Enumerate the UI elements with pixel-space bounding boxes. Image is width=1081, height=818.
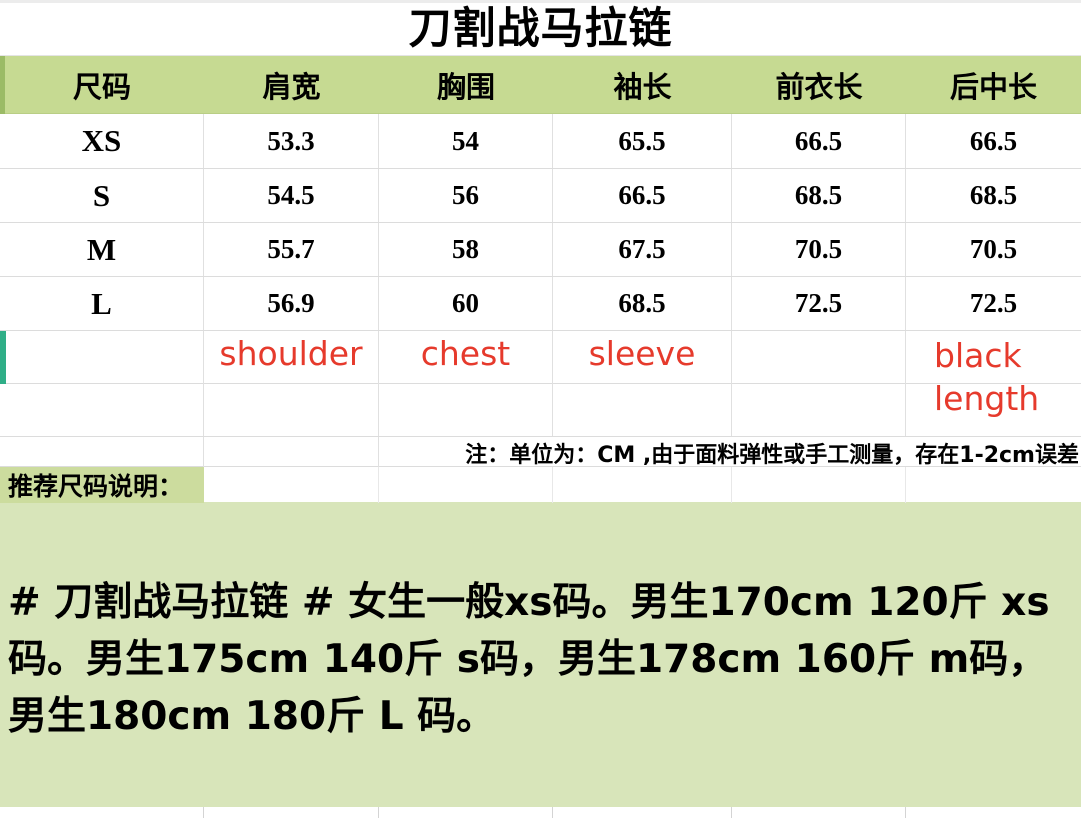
col-header-back-length: 后中长 bbox=[949, 69, 1037, 104]
annotation-chest: chest bbox=[379, 331, 553, 420]
value-cell: 67.5 bbox=[553, 223, 732, 276]
recommend-description-block: # 刀割战马拉链 # 女生一般xs码。男生170cm 120斤 xs码。男生17… bbox=[0, 502, 1081, 807]
note-row: 注：单位为：CM ,由于面料弹性或手工测量，存在1-2cm误差 bbox=[0, 437, 1081, 469]
value-cell: 68.5 bbox=[732, 169, 906, 222]
empty-row bbox=[0, 384, 1081, 437]
value-cell: 70.5 bbox=[969, 234, 1018, 264]
value-cell: 72.5 bbox=[732, 277, 906, 330]
table-row-l: L 56.9 60 68.5 72.5 72.5 bbox=[0, 277, 1081, 331]
col-header-sleeve: 袖长 bbox=[613, 69, 672, 104]
annotation-shoulder: shoulder bbox=[204, 331, 379, 420]
size-label: S bbox=[0, 169, 204, 222]
value-cell: 66.5 bbox=[732, 114, 906, 168]
table-row-s: S 54.5 56 66.5 68.5 68.5 bbox=[0, 169, 1081, 223]
annotation-empty bbox=[732, 331, 906, 420]
value-cell: 54.5 bbox=[204, 169, 379, 222]
value-cell: 56 bbox=[379, 169, 553, 222]
size-label: L bbox=[0, 277, 204, 330]
value-cell: 54 bbox=[379, 114, 553, 168]
col-header-chest: 胸围 bbox=[436, 69, 495, 104]
col-header-front-length: 前衣长 bbox=[775, 69, 863, 104]
value-cell: 60 bbox=[379, 277, 553, 330]
value-cell: 72.5 bbox=[969, 288, 1018, 318]
recommend-label: 推荐尺码说明： bbox=[0, 467, 204, 503]
annotation-sleeve: sleeve bbox=[553, 331, 732, 420]
value-cell: 55.7 bbox=[204, 223, 379, 276]
title-row: 刀割战马拉链 bbox=[0, 0, 1081, 56]
value-cell: 70.5 bbox=[732, 223, 906, 276]
table-row-xs: XS 53.3 54 65.5 66.5 66.5 bbox=[0, 114, 1081, 169]
selection-bar bbox=[0, 331, 6, 384]
value-cell: 56.9 bbox=[204, 277, 379, 330]
value-cell: 66.5 bbox=[969, 125, 1018, 156]
table-header-row: 尺码 肩宽 胸围 袖长 前衣长 后中长 bbox=[0, 56, 1081, 114]
size-label: XS bbox=[0, 114, 204, 168]
value-cell: 68.5 bbox=[969, 180, 1018, 210]
value-cell: 65.5 bbox=[553, 114, 732, 168]
annotation-row: shoulder chest sleeve black length bbox=[0, 331, 1081, 420]
bottom-strip bbox=[0, 807, 1081, 818]
value-cell: 66.5 bbox=[553, 169, 732, 222]
measurement-note: 注：单位为：CM ,由于面料弹性或手工测量，存在1-2cm误差 bbox=[465, 443, 1079, 468]
value-cell: 68.5 bbox=[553, 277, 732, 330]
header-left-strip bbox=[0, 56, 5, 114]
recommend-label-row: 推荐尺码说明： bbox=[0, 467, 1081, 503]
page-title: 刀割战马拉链 bbox=[408, 3, 673, 54]
value-cell: 53.3 bbox=[204, 114, 379, 168]
col-header-size: 尺码 bbox=[72, 69, 131, 104]
annotation-back-length: black length bbox=[934, 336, 1040, 418]
annotation-empty bbox=[0, 331, 204, 420]
table-row-m: M 55.7 58 67.5 70.5 70.5 bbox=[0, 223, 1081, 277]
value-cell: 58 bbox=[379, 223, 553, 276]
recommend-description-text: # 刀割战马拉链 # 女生一般xs码。男生170cm 120斤 xs码。男生17… bbox=[8, 580, 1050, 739]
size-label: M bbox=[0, 223, 204, 276]
col-header-shoulder: 肩宽 bbox=[262, 69, 321, 104]
